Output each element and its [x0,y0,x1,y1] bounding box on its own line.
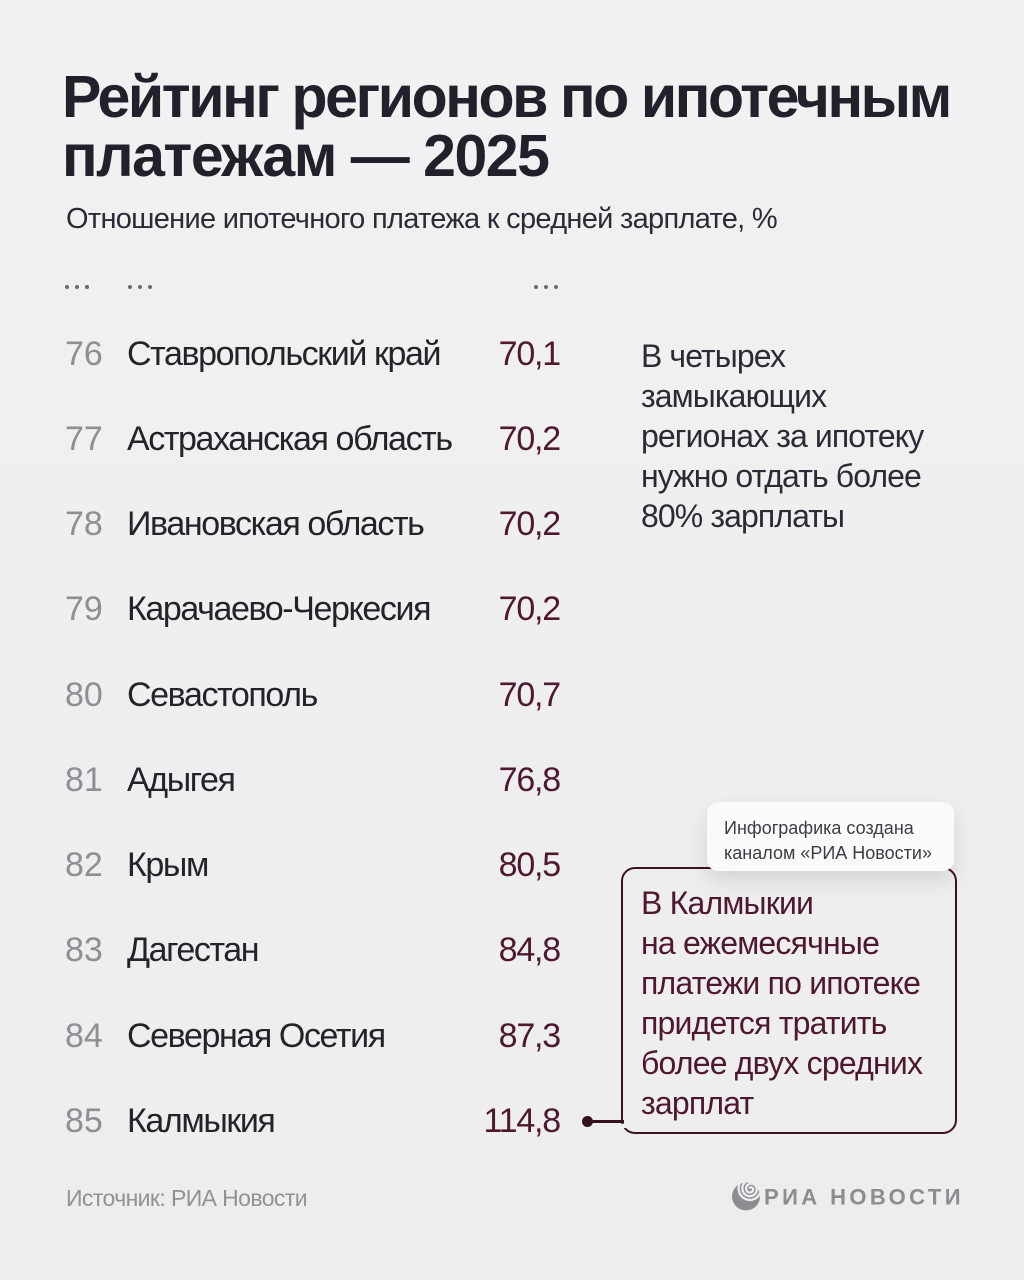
svg-text:РИА НОВОСТИ: РИА НОВОСТИ [764,1185,961,1210]
